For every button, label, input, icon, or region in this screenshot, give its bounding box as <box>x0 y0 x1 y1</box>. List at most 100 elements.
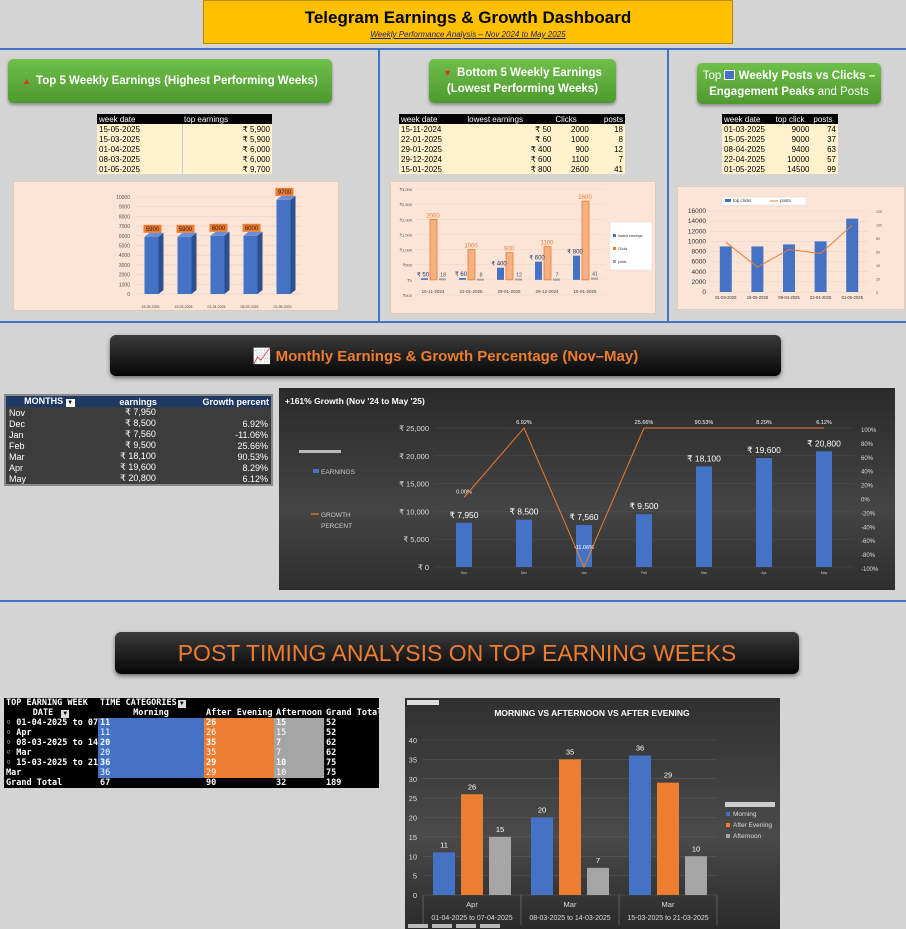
pivot-header-label: DATE <box>32 708 54 718</box>
bar-side <box>224 231 230 294</box>
bar-clicks <box>783 244 795 292</box>
button-label-line2b: and Posts <box>817 85 869 98</box>
column-header: earnings <box>92 395 159 407</box>
tick-label: 100 <box>876 224 882 228</box>
table-cell: 01-04-2025 <box>97 144 183 154</box>
table-cell: May <box>9 473 27 484</box>
table-row: 08-03-2025 ₹ 6,000 <box>97 154 272 164</box>
pivot-header: TOP EARNING WEEK <box>6 698 88 708</box>
post-timing-button[interactable]: POST TIMING ANALYSIS ON TOP EARNING WEEK… <box>115 632 799 674</box>
pivot-header[interactable]: DATE ▼ <box>4 708 98 718</box>
posts-clicks-table: week date top click posts 01-03-2025 9000… <box>722 114 838 174</box>
table-cell: 20 <box>98 738 204 748</box>
table-cell: 6.92% <box>242 418 268 429</box>
table-row: Dec ₹ 8,500 6.92% <box>5 418 272 429</box>
table-cell: ◦ 15-03-2025 to 21- <box>6 758 98 768</box>
tick-label: ₹0 <box>407 278 413 283</box>
group-label: 01-04-2025 to 07-04-2025 <box>431 915 512 922</box>
column-header: week date <box>97 114 183 124</box>
filter-dropdown-icon[interactable]: ▼ <box>65 399 75 407</box>
line-label: -11.06% <box>574 545 594 551</box>
posts-vs-clicks-button[interactable]: Top Weekly Posts vs Clicks – Engagement … <box>697 63 881 104</box>
table-cell: 20 <box>98 748 204 758</box>
table-cell: ₹ 19,600 <box>120 462 156 472</box>
data-label: 7 <box>555 273 558 279</box>
table-cell: 22-01-2025 <box>401 134 442 144</box>
column-header: week date <box>399 114 466 124</box>
bar-earnings <box>573 255 580 280</box>
table-row: Apr ₹ 19,600 8.29% <box>5 462 272 473</box>
category-label: 15-03-2025 <box>175 305 193 309</box>
tick-label: -100% <box>861 567 879 573</box>
bar-clicks <box>505 252 514 281</box>
bottom5-earnings-button[interactable]: ▼ Bottom 5 Weekly Earnings (Lowest Perfor… <box>429 59 616 103</box>
pivot-header[interactable]: TIME CATEGORIES ▼ <box>98 698 204 708</box>
monthly-earnings-button[interactable]: 📈 Monthly Earnings & Growth Percentage (… <box>110 335 781 376</box>
table-cell: 57 <box>827 154 836 164</box>
legend-label: posts <box>618 260 627 264</box>
column-header[interactable]: MONTHS ▼ <box>5 395 93 407</box>
top5-earnings-button[interactable]: ▲ Top 5 Weekly Earnings (Highest Perform… <box>8 59 332 103</box>
data-label: 1100 <box>541 241 555 247</box>
tick-label: 20% <box>861 484 874 490</box>
table-cell: 35 <box>204 748 274 758</box>
bar-after-evening <box>461 794 483 895</box>
filter-dropdown-icon[interactable]: ▼ <box>61 710 70 718</box>
line-label: 25.66% <box>635 420 654 426</box>
table-cell: 29 <box>204 768 274 778</box>
table-cell: 15-05-2025 <box>724 134 765 144</box>
bar-side <box>191 232 197 294</box>
table-row: ◦ Mar 20 35 7 62 <box>4 748 379 758</box>
tick-label: 0% <box>861 498 870 504</box>
legend-label: Clicks <box>618 247 628 251</box>
table-cell: 67 <box>100 778 111 788</box>
post-timing-chart: MORNING VS AFTERNOON VS AFTER EVENING 0 5 1… <box>405 698 780 929</box>
table-cell: ₹ 8,500 <box>125 418 156 428</box>
category-label: Feb <box>641 571 647 575</box>
data-label: 41 <box>592 272 598 278</box>
tick-label: 10000 <box>116 195 130 201</box>
category-label: 15-05-2025 <box>142 305 160 309</box>
filter-dropdown-icon[interactable]: ▼ <box>177 700 186 708</box>
pivot-header-label: TIME CATEGORIES <box>100 698 177 708</box>
bar-top <box>144 232 164 237</box>
table-cell <box>159 407 272 418</box>
table-row: 15-05-2025 ₹ 5,900 <box>97 124 272 134</box>
bar-earnings <box>636 514 652 567</box>
line-growth <box>463 427 824 569</box>
data-label: 12 <box>516 272 522 278</box>
pivot-header: Grand Total <box>326 708 379 718</box>
table-cell: 15 <box>274 728 324 738</box>
table-cell: 9000 <box>791 124 810 134</box>
table-cell: 8 <box>618 134 623 144</box>
legend-swatch <box>313 469 319 473</box>
table-cell: 63 <box>827 144 836 154</box>
table-cell: Mar <box>9 451 25 462</box>
tick-label: 20 <box>409 814 417 823</box>
legend-swatch <box>726 812 730 816</box>
legend-swatch <box>613 234 616 237</box>
table-cell: ₹ 600 <box>530 154 552 164</box>
table-cell: 35 <box>204 738 274 748</box>
category-label: 08-04-2025 <box>778 295 800 300</box>
data-label: 35 <box>566 747 574 756</box>
section-divider <box>0 48 906 50</box>
table-cell: Mar <box>6 768 22 778</box>
tick-label: -60% <box>861 539 876 545</box>
legend-label: PERCENT <box>321 523 352 530</box>
table-row: ◦ 01-04-2025 to 07- 11 26 15 52 <box>4 718 379 728</box>
tick-label: 0 <box>876 291 878 295</box>
data-label: ₹ 60 <box>455 271 468 278</box>
table-cell: 29-12-2024 <box>401 154 442 164</box>
tick-label: ₹2,000 <box>399 217 412 222</box>
pivot-header <box>324 698 379 708</box>
tick-label: ₹ 5,000 <box>403 535 429 544</box>
data-label: ₹ 7,950 <box>449 510 478 520</box>
data-label: 2000 <box>426 213 440 219</box>
bar-clicks <box>543 246 552 281</box>
table-row: Mar 36 29 10 75 <box>4 768 379 778</box>
bar-posts <box>553 278 560 281</box>
data-label-bg <box>242 223 261 232</box>
pivot-header <box>274 698 324 708</box>
tick-label: 15 <box>409 833 417 842</box>
